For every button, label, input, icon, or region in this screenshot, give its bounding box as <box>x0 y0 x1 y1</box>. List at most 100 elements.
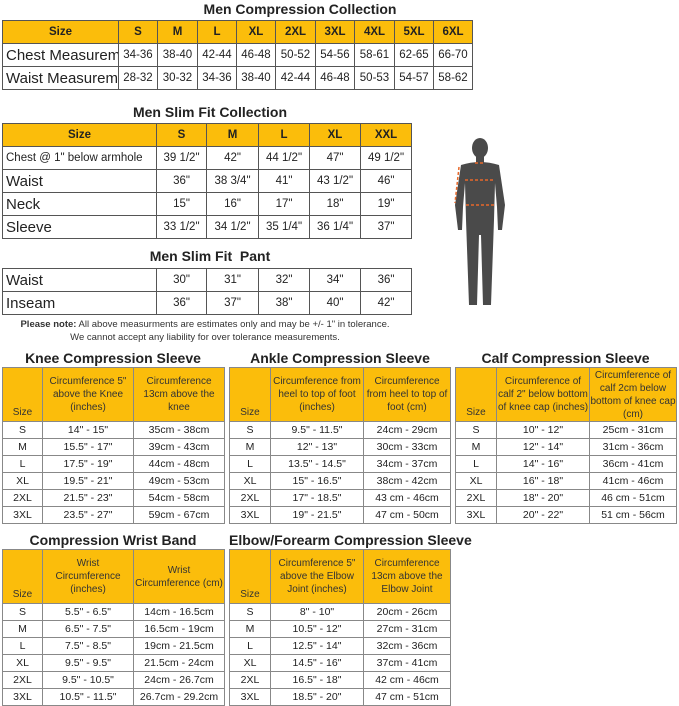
table-row: XL 9.5" - 9.5" 21.5cm - 24cm <box>2 654 225 672</box>
table-row: 2XL 17" - 18.5" 43 cm - 46cm <box>229 489 451 507</box>
table-cell: 49 1/2" <box>360 146 412 170</box>
table-cell: 20cm - 26cm <box>363 603 451 621</box>
table-cell: 13.5" - 14.5" <box>270 455 364 473</box>
row-label: L <box>455 455 497 473</box>
table-cell: 14" - 15" <box>42 421 134 439</box>
header-cell: Wrist Circumference (inches) <box>42 549 134 604</box>
table-cell: 38-40 <box>157 43 198 67</box>
table-cell: 58-62 <box>433 66 473 90</box>
header-row: Size S M L XL 2XL 3XL 4XL 5XL 6XL <box>2 20 473 44</box>
table-row: M 15.5" - 17" 39cm - 43cm <box>2 438 225 456</box>
table-cell: 50-52 <box>275 43 316 67</box>
table-row: 2XL 18" - 20" 46 cm - 51cm <box>455 489 677 507</box>
header-cell: Size <box>229 549 271 604</box>
header-cell: M <box>157 20 198 44</box>
table-cell: 39cm - 43cm <box>133 438 225 456</box>
table-cell: 25cm - 31cm <box>589 421 677 439</box>
table-cell: 47" <box>309 146 361 170</box>
body-measurement-figure <box>454 138 505 305</box>
table-cell: 37" <box>206 291 259 315</box>
table-cell: 21.5" - 23" <box>42 489 134 507</box>
table-row: S 10" - 12" 25cm - 31cm <box>455 421 677 439</box>
table-row: Waist 36" 38 3/4" 41" 43 1/2" 46" <box>2 169 412 193</box>
table-cell: 36 1/4" <box>309 215 361 239</box>
table-cell: 66-70 <box>433 43 473 67</box>
table-row: XL 15" - 16.5" 38cm - 42cm <box>229 472 451 490</box>
row-label: 2XL <box>455 489 497 507</box>
header-cell: Wrist Circumference (cm) <box>133 549 225 604</box>
wrist-table: Size Wrist Circumference (inches) Wrist Ci… <box>2 549 225 706</box>
table-cell: 14" - 16" <box>496 455 590 473</box>
note-line2: We cannot accept any liability for over … <box>70 332 340 343</box>
row-label: M <box>2 620 43 638</box>
table-cell: 40" <box>309 291 361 315</box>
wrist-title: Compression Wrist Band <box>29 532 197 548</box>
elbow-table: Size Circumference 5" above the Elbow Joi… <box>229 549 451 706</box>
table-cell: 19" <box>360 192 412 216</box>
table-cell: 34 1/2" <box>206 215 259 239</box>
table-row: Neck 15" 16" 17" 18" 19" <box>2 192 412 216</box>
header-cell: Size <box>229 367 271 422</box>
header-cell: 4XL <box>354 20 395 44</box>
header-cell: Size <box>2 20 119 44</box>
table-cell: 44cm - 48cm <box>133 455 225 473</box>
table-cell: 30" <box>156 268 207 292</box>
table-cell: 17" - 18.5" <box>270 489 364 507</box>
table-cell: 23.5" - 27" <box>42 506 134 524</box>
ankle-title: Ankle Compression Sleeve <box>250 350 430 366</box>
table-cell: 9.5" - 11.5" <box>270 421 364 439</box>
row-label: S <box>2 603 43 621</box>
table-cell: 19cm - 21.5cm <box>133 637 225 655</box>
table-cell: 14cm - 16.5cm <box>133 603 225 621</box>
table-cell: 38-40 <box>236 66 276 90</box>
table-cell: 15" <box>156 192 207 216</box>
table-cell: 34-36 <box>197 66 237 90</box>
row-label: Waist Measurement <box>2 66 119 90</box>
table-cell: 59cm - 67cm <box>133 506 225 524</box>
table-cell: 10" - 12" <box>496 421 590 439</box>
table-cell: 32" <box>258 268 310 292</box>
table-row: 3XL 10.5" - 11.5" 26.7cm - 29.2cm <box>2 688 225 706</box>
table-cell: 42" <box>360 291 412 315</box>
table-cell: 20" - 22" <box>496 506 590 524</box>
table-cell: 9.5" - 9.5" <box>42 654 134 672</box>
table-cell: 54-56 <box>315 43 355 67</box>
table-cell: 41" <box>258 169 310 193</box>
table-row: L 17.5" - 19" 44cm - 48cm <box>2 455 225 473</box>
row-label: Chest Measurement <box>2 43 119 67</box>
table-row: 3XL 18.5" - 20" 47 cm - 51cm <box>229 688 451 706</box>
table-row: Chest Measurement34-3638-4042-4446-4850-… <box>2 43 473 67</box>
table-cell: 36cm - 41cm <box>589 455 677 473</box>
table-cell: 7.5" - 8.5" <box>42 637 134 655</box>
table-cell: 27cm - 31cm <box>363 620 451 638</box>
table-cell: 16" - 18" <box>496 472 590 490</box>
row-label: M <box>229 438 271 456</box>
table-cell: 15.5" - 17" <box>42 438 134 456</box>
knee-table: Size Circumference 5" above the Knee (inc… <box>2 367 225 524</box>
table-cell: 12" - 13" <box>270 438 364 456</box>
row-label: S <box>229 421 271 439</box>
table-cell: 17.5" - 19" <box>42 455 134 473</box>
table-cell: 37cm - 41cm <box>363 654 451 672</box>
row-label: 3XL <box>2 506 43 524</box>
table-cell: 54cm - 58cm <box>133 489 225 507</box>
table-cell: 10.5" - 11.5" <box>42 688 134 706</box>
row-label: 3XL <box>455 506 497 524</box>
row-label: XL <box>455 472 497 490</box>
table-row: L 13.5" - 14.5" 34cm - 37cm <box>229 455 451 473</box>
table-row: S 5.5" - 6.5" 14cm - 16.5cm <box>2 603 225 621</box>
table-cell: 54-57 <box>394 66 434 90</box>
header-row: Size Circumference from heel to top of fo… <box>229 367 451 422</box>
table-cell: 38" <box>258 291 310 315</box>
slim-title: Men Slim Fit Collection <box>132 104 287 120</box>
table-row: M 10.5" - 12" 27cm - 31cm <box>229 620 451 638</box>
header-cell: 3XL <box>315 20 355 44</box>
table-row: L 12.5" - 14" 32cm - 36cm <box>229 637 451 655</box>
row-label: S <box>455 421 497 439</box>
table-cell: 31" <box>206 268 259 292</box>
table-cell: 10.5" - 12" <box>270 620 364 638</box>
table-cell: 43 1/2" <box>309 169 361 193</box>
row-label: M <box>2 438 43 456</box>
header-cell: Circumference 5" above the Knee (inches) <box>42 367 134 422</box>
row-label: XL <box>2 654 43 672</box>
